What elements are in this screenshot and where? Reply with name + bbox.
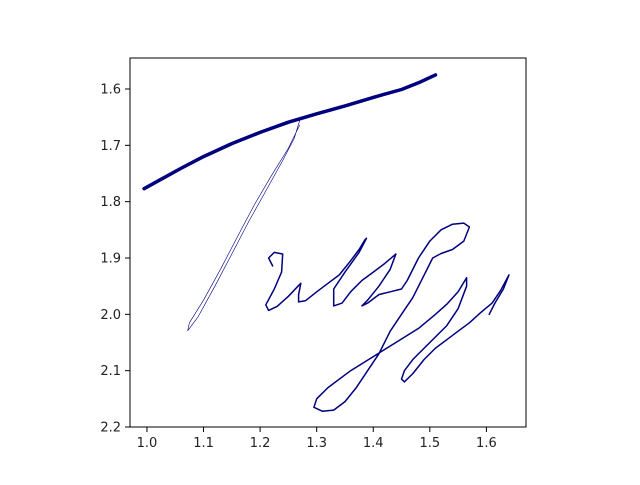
- x-tick-label: 1.1: [193, 436, 214, 451]
- series-line-1: [187, 120, 301, 332]
- x-tick-label: 1.6: [476, 436, 497, 451]
- x-tick-label: 1.3: [306, 436, 327, 451]
- x-tick-label: 1.4: [363, 436, 384, 451]
- y-tick-label: 1.8: [100, 195, 121, 210]
- y-tick-label: 2.0: [100, 308, 121, 323]
- y-tick-label: 2.1: [100, 364, 121, 379]
- axes-frame: [129, 57, 527, 428]
- y-tick-label: 1.9: [100, 251, 121, 266]
- y-tick-label: 2.2: [100, 421, 121, 436]
- y-axis: 1.6 1.7 1.8 1.9 2.0 2.1 2.2: [100, 82, 130, 436]
- x-tick-label: 1.5: [419, 436, 440, 451]
- plot-lines: [142, 73, 510, 412]
- x-tick-label: 1.0: [137, 436, 158, 451]
- y-tick-label: 1.7: [100, 139, 121, 154]
- y-tick-label: 1.6: [100, 82, 121, 97]
- x-tick-label: 1.2: [250, 436, 271, 451]
- x-axis: 1.0 1.1 1.2 1.3 1.4 1.5 1.6: [137, 427, 497, 451]
- series-line-2: [265, 222, 510, 412]
- series-line-0: [142, 73, 438, 191]
